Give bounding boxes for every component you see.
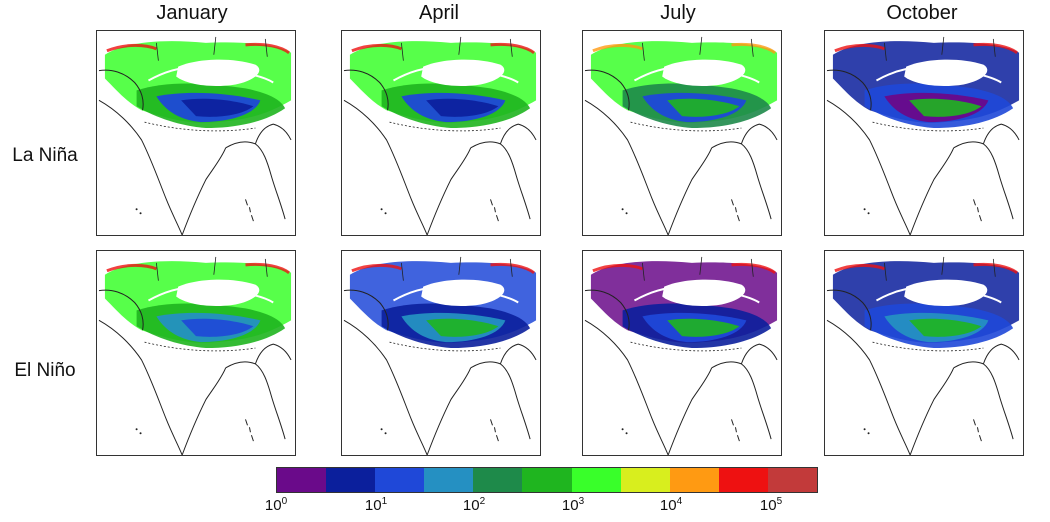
map-svg xyxy=(826,36,1020,235)
map-panel-la-nina-october xyxy=(824,30,1024,236)
map-panel-el-nino-january xyxy=(96,250,296,456)
colorbar-segment xyxy=(571,468,621,492)
map-panel-el-nino-april xyxy=(341,250,541,456)
row-label-el-nino: El Niño xyxy=(14,360,76,381)
col-title-april: April xyxy=(418,2,459,24)
colorbar-tick-label: 101 xyxy=(364,496,388,514)
colorbar-segment xyxy=(522,468,572,492)
colorbar-segment xyxy=(473,468,523,492)
map-panel-el-nino-july xyxy=(582,250,782,456)
col-title-october: October xyxy=(886,2,958,24)
colorbar-segment xyxy=(767,468,818,492)
map-svg xyxy=(584,36,778,235)
colorbar xyxy=(276,467,818,493)
colorbar-tick-label: 103 xyxy=(561,496,585,514)
colorbar-segment xyxy=(424,468,474,492)
map-panel-la-nina-july xyxy=(582,30,782,236)
map-svg xyxy=(343,256,537,455)
map-svg xyxy=(343,36,537,235)
colorbar-tick-label: 105 xyxy=(759,496,783,514)
colorbar-tick-label: 104 xyxy=(659,496,683,514)
map-svg xyxy=(584,256,778,455)
colorbar-segment xyxy=(277,468,327,492)
col-title-july: July xyxy=(660,2,696,24)
map-panel-la-nina-april xyxy=(341,30,541,236)
colorbar-segment xyxy=(326,468,376,492)
map-svg xyxy=(826,256,1020,455)
colorbar-segment xyxy=(620,468,670,492)
colorbar-tick-label: 100 xyxy=(264,496,288,514)
col-title-january: January xyxy=(156,2,228,24)
map-panel-el-nino-october xyxy=(824,250,1024,456)
colorbar-segment xyxy=(718,468,768,492)
map-svg xyxy=(98,256,292,455)
row-label-la-nina: La Niña xyxy=(12,145,78,166)
map-panel-la-nina-january xyxy=(96,30,296,236)
colorbar-segment xyxy=(669,468,719,492)
map-svg xyxy=(98,36,292,235)
colorbar-tick-label: 102 xyxy=(462,496,486,514)
colorbar-segment xyxy=(375,468,425,492)
